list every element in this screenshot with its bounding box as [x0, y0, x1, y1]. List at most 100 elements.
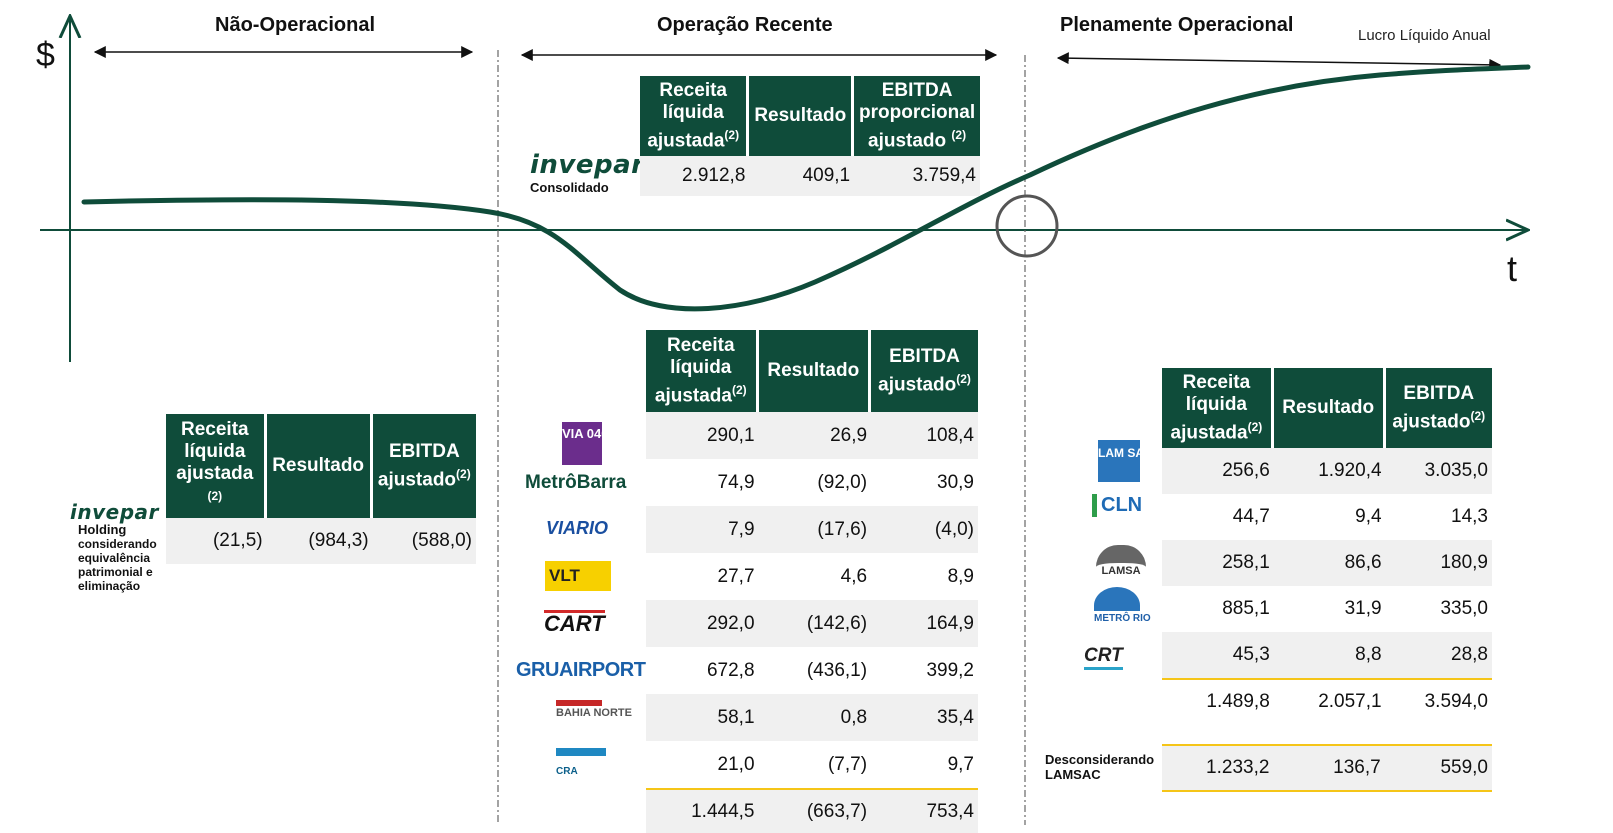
- cell: (92,0): [759, 459, 872, 506]
- recent-operation-table: Receita líquida ajustada(2) Resultado EB…: [646, 330, 978, 833]
- y-axis-label: $: [36, 36, 55, 75]
- cell: 335,0: [1386, 586, 1492, 632]
- cell: 45,3: [1162, 632, 1274, 678]
- fully-operational-table: Receita líquida ajustada(2) Resultado EB…: [1162, 368, 1492, 724]
- table-row: 45,3 8,8 28,8: [1162, 632, 1492, 678]
- cell: 559,0: [1385, 744, 1492, 792]
- cell: 14,3: [1386, 494, 1492, 540]
- total-row: 1.444,5 (663,7) 753,4: [646, 788, 978, 833]
- cell: 58,1: [646, 694, 759, 741]
- cell: 1.920,4: [1274, 448, 1386, 494]
- cell: 885,1: [1162, 586, 1274, 632]
- lamsac-logo: LAM SAC: [1098, 440, 1140, 482]
- cell: 7,9: [646, 506, 759, 553]
- span-arrow-fully-operational: [1058, 58, 1500, 65]
- gruairport-logo: GRUAIRPORT: [516, 659, 645, 682]
- cell: 399,2: [871, 647, 978, 694]
- viario-logo: VIARIO: [546, 518, 608, 539]
- header-ebitda-proporcional: EBITDA proporcional ajustado (2): [854, 76, 980, 156]
- excl-row: 1.233,2 136,7 559,0: [1162, 744, 1492, 792]
- cra-logo: CRA: [556, 748, 606, 777]
- bahianorte-logo: BAHIA NORTE: [556, 700, 602, 719]
- cell: 3.759,4: [854, 156, 980, 196]
- excl-lamsac-label: Desconsiderando LAMSAC: [1045, 752, 1145, 782]
- phase-non-operational: Não-Operacional: [215, 14, 375, 37]
- table-row: 58,1 0,8 35,4: [646, 694, 978, 741]
- cell: 3.594,0: [1386, 678, 1492, 724]
- header-ebitda: EBITDA ajustado(2): [871, 330, 978, 412]
- table-row: 27,7 4,6 8,9: [646, 553, 978, 600]
- cell: 74,9: [646, 459, 759, 506]
- cell: 35,4: [871, 694, 978, 741]
- header-receita: Receita líquida ajustada(2): [646, 330, 759, 412]
- table-row: 2.912,8 409,1 3.759,4: [640, 156, 980, 196]
- cell: 31,9: [1274, 586, 1386, 632]
- table-row: 256,6 1.920,4 3.035,0: [1162, 448, 1492, 494]
- table-row: 74,9 (92,0) 30,9: [646, 459, 978, 506]
- cell: 1.489,8: [1162, 678, 1274, 724]
- header-resultado: Resultado: [759, 330, 872, 412]
- header-resultado: Resultado: [1274, 368, 1386, 448]
- table-row: 290,1 26,9 108,4: [646, 412, 978, 459]
- cell: 9,4: [1274, 494, 1386, 540]
- cell: 180,9: [1386, 540, 1492, 586]
- cell: 409,1: [749, 156, 854, 196]
- invepar-logo: invepar: [530, 150, 644, 180]
- header-ebitda: EBITDA ajustado(2): [1386, 368, 1492, 448]
- cart-logo: CART: [544, 610, 605, 635]
- cln-logo: CLN: [1092, 494, 1142, 517]
- holding-sub-label: considerando equivalência patrimonial e …: [78, 537, 168, 593]
- consolidado-table: Receita líquida ajustada(2) Resultado EB…: [640, 76, 980, 196]
- header-receita: Receita líquida ajustada (2): [166, 414, 267, 518]
- cell: 292,0: [646, 600, 759, 647]
- header-ebitda: EBITDA ajustado(2): [373, 414, 476, 518]
- cell: (7,7): [759, 741, 872, 788]
- cell: 86,6: [1274, 540, 1386, 586]
- cell: 9,7: [871, 741, 978, 788]
- cell: 4,6: [759, 553, 872, 600]
- table-row: 21,0 (7,7) 9,7: [646, 741, 978, 788]
- total-row: 1.489,8 2.057,1 3.594,0: [1162, 678, 1492, 724]
- table-row: 7,9 (17,6) (4,0): [646, 506, 978, 553]
- cell: 21,0: [646, 741, 759, 788]
- cell: 8,9: [871, 553, 978, 600]
- cell: 1.233,2: [1162, 744, 1273, 792]
- consolidado-label: Consolidado: [530, 180, 609, 195]
- table-row: 672,8 (436,1) 399,2: [646, 647, 978, 694]
- cell: (21,5): [166, 518, 267, 564]
- table-row: 885,1 31,9 335,0: [1162, 586, 1492, 632]
- header-receita: Receita líquida ajustada(2): [1162, 368, 1274, 448]
- cell: (142,6): [759, 600, 872, 647]
- cell: 164,9: [871, 600, 978, 647]
- cell: 108,4: [871, 412, 978, 459]
- cell: (984,3): [267, 518, 373, 564]
- table-row: 44,7 9,4 14,3: [1162, 494, 1492, 540]
- table-row: 258,1 86,6 180,9: [1162, 540, 1492, 586]
- phase-recent-operation: Operação Recente: [657, 14, 833, 37]
- crt-logo: CRT: [1084, 645, 1123, 670]
- curve-label: Lucro Líquido Anual: [1358, 27, 1491, 44]
- cell: 290,1: [646, 412, 759, 459]
- table-row: (21,5) (984,3) (588,0): [166, 518, 476, 564]
- table-row: 292,0 (142,6) 164,9: [646, 600, 978, 647]
- cell: 28,8: [1386, 632, 1492, 678]
- cell: 672,8: [646, 647, 759, 694]
- cell: 2.057,1: [1274, 678, 1386, 724]
- excl-lamsac-table: 1.233,2 136,7 559,0: [1162, 744, 1492, 792]
- cell: (4,0): [871, 506, 978, 553]
- lamsa-logo: LAMSA: [1096, 545, 1146, 577]
- cell: 27,7: [646, 553, 759, 600]
- cell: 753,4: [871, 788, 978, 833]
- cell: (663,7): [759, 788, 872, 833]
- cell: (436,1): [759, 647, 872, 694]
- cell: 256,6: [1162, 448, 1274, 494]
- cell: (588,0): [373, 518, 476, 564]
- metrobarra-logo: MetrôBarra: [525, 472, 626, 494]
- via040-logo: VIA 040: [562, 422, 602, 465]
- invepar-logo: invepar: [70, 500, 159, 524]
- cell: 30,9: [871, 459, 978, 506]
- holding-table: Receita líquida ajustada (2) Resultado E…: [166, 414, 476, 564]
- cell: 258,1: [1162, 540, 1274, 586]
- cell: 44,7: [1162, 494, 1274, 540]
- cell: 8,8: [1274, 632, 1386, 678]
